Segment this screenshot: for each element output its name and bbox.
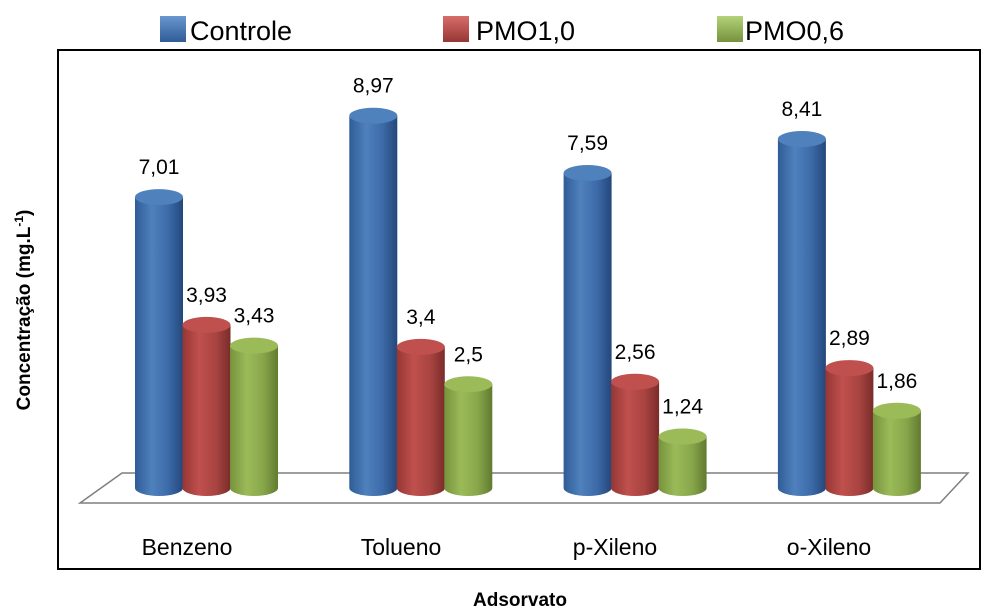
bar-o-xileno-pmo10 [825,360,874,496]
bar-top-benzeno-pmo10 [182,316,231,333]
data-label-tolueno-pmo06: 2,5 [454,343,483,366]
legend: Controle PMO1,0 PMO0,6 [160,16,844,46]
data-label-o-xileno-pmo06: 1,86 [876,370,917,393]
y-axis-title-main: Concentração (mg.L [14,226,35,410]
bar-tolueno-pmo06 [444,376,493,496]
legend-item-pmo10: PMO1,0 [443,16,575,46]
data-label-o-xileno-pmo10: 2,89 [829,327,870,350]
legend-item-controle: Controle [160,16,292,46]
bar-o-xileno-pmo06 [872,402,921,496]
bar-benzeno-controle [135,189,183,496]
y-axis-title-suffix: ) [14,210,35,216]
bar-body-benzeno-pmo10 [182,324,231,496]
data-label-benzeno-pmo06: 3,43 [234,305,275,328]
bar-top-o-xileno-pmo06 [872,402,921,419]
data-label-p-xileno-pmo06: 1,24 [662,396,703,419]
bar-o-xileno-controle [777,130,826,497]
bar-body-p-xileno-pmo10 [611,381,660,496]
legend-label-pmo10: PMO1,0 [476,16,575,46]
legend-swatch-controle [160,16,186,42]
bar-top-tolueno-controle [349,107,398,124]
legend-item-pmo06: PMO0,6 [717,16,844,46]
bar-top-tolueno-pmo06 [444,376,493,393]
bar-body-p-xileno-pmo06 [658,436,707,496]
bar-body-benzeno-pmo06 [230,345,278,496]
bar-body-benzeno-controle [135,197,183,496]
y-axis-title: Concentração (mg.L-1) [12,210,35,411]
bar-top-benzeno-pmo06 [230,337,278,354]
bar-top-o-xileno-controle [777,130,826,147]
bar-top-tolueno-pmo10 [396,338,445,355]
bar-top-p-xileno-pmo06 [658,428,707,445]
bar-top-benzeno-controle [135,189,183,206]
category-label-tolueno: Tolueno [361,534,442,560]
category-label-o-xileno: o-Xileno [787,534,871,560]
data-label-benzeno-pmo10: 3,93 [186,284,227,307]
bar-body-o-xileno-pmo10 [825,368,874,496]
legend-swatch-pmo10 [443,16,469,42]
legend-label-pmo06: PMO0,6 [745,16,844,46]
bar-body-p-xileno-controle [563,173,612,496]
data-label-p-xileno-controle: 7,59 [567,132,608,155]
data-label-tolueno-controle: 8,97 [353,75,394,98]
bar-top-p-xileno-controle [563,165,612,182]
category-labels: Benzeno Tolueno p-Xileno o-Xileno [142,534,872,560]
category-label-p-xileno: p-Xileno [573,534,657,560]
bar-p-xileno-controle [563,165,612,496]
legend-label-controle: Controle [190,16,292,46]
bar-p-xileno-pmo06 [658,428,707,496]
data-label-o-xileno-controle: 8,41 [781,98,822,121]
category-label-benzeno: Benzeno [142,534,233,560]
bar-top-p-xileno-pmo10 [611,373,660,390]
bar-tolueno-pmo10 [396,338,445,496]
bar-p-xileno-pmo10 [611,373,660,496]
bar-body-tolueno-controle [349,115,398,497]
y-axis-title-superscript: -1 [12,216,26,227]
legend-swatch-pmo06 [717,16,743,42]
x-axis-title: Adsorvato [473,590,567,611]
data-labels: 7,01 3,93 3,43 8,97 3,4 2,5 7,59 2,56 1,24 8,41 2,… [139,75,918,419]
data-label-tolueno-pmo10: 3,4 [406,306,436,329]
bar-body-tolueno-pmo10 [396,346,445,496]
bars [135,107,921,497]
data-label-p-xileno-pmo10: 2,56 [615,341,656,364]
y-axis-title-group: Concentração (mg.L-1) [12,210,35,411]
bar-body-o-xileno-pmo06 [872,410,921,496]
bar-benzeno-pmo10 [182,316,231,496]
bar-top-o-xileno-pmo10 [825,360,874,377]
bar-body-o-xileno-controle [777,138,826,497]
data-label-benzeno-controle: 7,01 [139,156,180,179]
bar-body-tolueno-pmo06 [444,384,493,496]
bar-tolueno-controle [349,107,398,497]
bar-benzeno-pmo06 [230,337,278,496]
